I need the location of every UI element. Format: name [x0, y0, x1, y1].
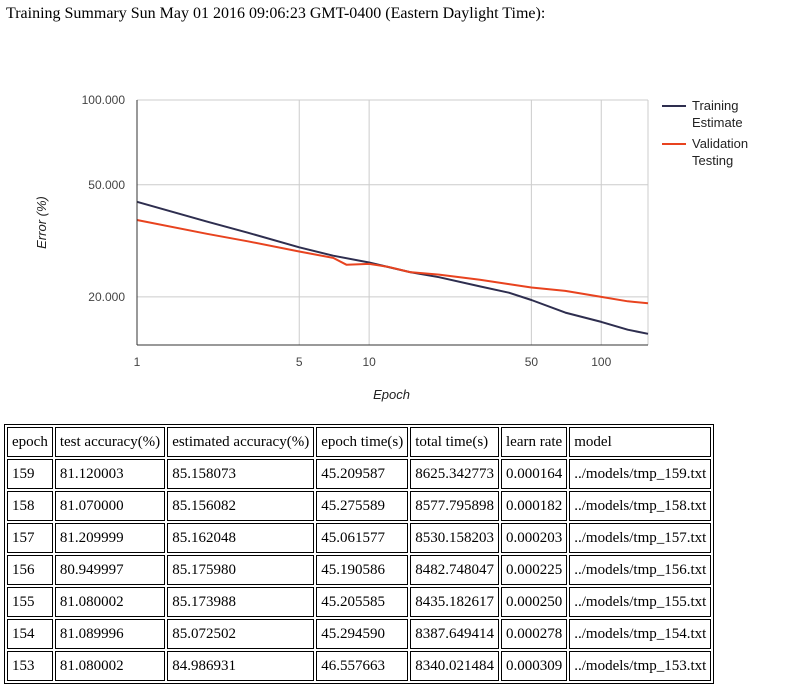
table-cell: 80.949997	[54, 555, 166, 585]
chart-series	[136, 200, 649, 335]
chart-grid	[137, 99, 649, 345]
x-tick-label: 5	[296, 355, 303, 369]
y-tick-label: 50.000	[88, 178, 125, 192]
table-cell: 8625.342773	[410, 459, 499, 489]
x-tick-label: 10	[362, 355, 376, 369]
column-header: total time(s)	[410, 427, 499, 457]
column-header: epoch time(s)	[316, 427, 409, 457]
table-cell: 45.275589	[316, 491, 409, 521]
table-cell: 45.061577	[316, 523, 409, 553]
table-cell: 156	[7, 555, 53, 585]
table-cell: 8387.649414	[410, 619, 499, 649]
table-cell: 155	[7, 587, 53, 617]
table-cell: 45.294590	[316, 619, 409, 649]
table-row: 158 81.070000 85.156082 45.275589 8577.79589…	[7, 491, 712, 521]
table-cell: 81.120003	[54, 459, 166, 489]
table-cell: 153	[7, 651, 53, 681]
table-row: 153 81.080002 84.986931 46.557663 8340.02148…	[7, 651, 712, 681]
table-row: 157 81.209999 85.162048 45.061577 8530.15820…	[7, 523, 712, 553]
table-cell: 8340.021484	[410, 651, 499, 681]
table-cell: 84.986931	[167, 651, 315, 681]
table-cell: 0.000164	[501, 459, 568, 489]
column-header: estimated accuracy(%)	[167, 427, 315, 457]
table-cell: 159	[7, 459, 53, 489]
table-body: 159 81.120003 85.158073 45.209587 8625.34277…	[7, 459, 712, 681]
table-cell: 0.000278	[501, 619, 568, 649]
table-row: 156 80.949997 85.175980 45.190586 8482.74804…	[7, 555, 712, 585]
table-cell: 45.209587	[316, 459, 409, 489]
series-line-1	[136, 219, 649, 305]
table-cell: 81.089996	[54, 619, 166, 649]
chart-legend: Training Estimate Validation Testing	[662, 98, 748, 168]
table-cell: 8577.795898	[410, 491, 499, 521]
table-cell: 45.190586	[316, 555, 409, 585]
table-row: 159 81.120003 85.158073 45.209587 8625.34277…	[7, 459, 712, 489]
table-cell: 85.156082	[167, 491, 315, 521]
table-cell: ../models/tmp_155.txt	[569, 587, 712, 617]
table-cell: 0.000309	[501, 651, 568, 681]
table-cell: 8482.748047	[410, 555, 499, 585]
table-cell: 81.209999	[54, 523, 166, 553]
legend-label-1: Validation Testing	[692, 136, 748, 168]
table-cell: 158	[7, 491, 53, 521]
x-axis-label: Epoch	[373, 387, 410, 402]
table-cell: 157	[7, 523, 53, 553]
table-cell: ../models/tmp_157.txt	[569, 523, 712, 553]
y-tick-label: 20.000	[88, 290, 125, 304]
legend-label-0: Training Estimate	[692, 98, 743, 130]
y-tick-label: 100.000	[82, 93, 126, 107]
table-row: 154 81.089996 85.072502 45.294590 8387.64941…	[7, 619, 712, 649]
table-cell: 85.175980	[167, 555, 315, 585]
results-table: epoch test accuracy(%) estimated accuracy(…	[4, 424, 715, 684]
chart-axes: 1 5 10 50 100 20.000 50.000 100.000 Epoch Error (…	[34, 93, 648, 402]
series-line-0	[136, 200, 649, 335]
table-cell: 0.000250	[501, 587, 568, 617]
table-cell: ../models/tmp_153.txt	[569, 651, 712, 681]
table-cell: ../models/tmp_158.txt	[569, 491, 712, 521]
table-cell: 81.080002	[54, 651, 166, 681]
table-cell: 0.000182	[501, 491, 568, 521]
table-header-row: epoch test accuracy(%) estimated accuracy(…	[7, 427, 712, 457]
table-cell: ../models/tmp_156.txt	[569, 555, 712, 585]
x-tick-label: 100	[591, 355, 611, 369]
table-cell: 85.162048	[167, 523, 315, 553]
table-cell: 45.205585	[316, 587, 409, 617]
table-cell: 8530.158203	[410, 523, 499, 553]
table-cell: 85.072502	[167, 619, 315, 649]
table-cell: 0.000225	[501, 555, 568, 585]
column-header: epoch	[7, 427, 53, 457]
table-cell: ../models/tmp_154.txt	[569, 619, 712, 649]
x-tick-label: 50	[525, 355, 539, 369]
column-header: test accuracy(%)	[54, 427, 166, 457]
table-cell: 85.173988	[167, 587, 315, 617]
column-header: model	[569, 427, 712, 457]
table-cell: 81.080002	[54, 587, 166, 617]
x-tick-label: 1	[134, 355, 141, 369]
table-cell: 154	[7, 619, 53, 649]
y-axis-label: Error (%)	[34, 196, 49, 249]
table-cell: 8435.182617	[410, 587, 499, 617]
table-row: 155 81.080002 85.173988 45.205585 8435.18261…	[7, 587, 712, 617]
table-cell: ../models/tmp_159.txt	[569, 459, 712, 489]
column-header: learn rate	[501, 427, 568, 457]
table-cell: 0.000203	[501, 523, 568, 553]
table-cell: 46.557663	[316, 651, 409, 681]
error-chart: 1 5 10 50 100 20.000 50.000 100.000 Epoch Error (…	[34, 93, 748, 402]
table-cell: 85.158073	[167, 459, 315, 489]
summary-title: Training Summary Sun May 01 2016 09:06:2…	[6, 5, 546, 22]
table-cell: 81.070000	[54, 491, 166, 521]
